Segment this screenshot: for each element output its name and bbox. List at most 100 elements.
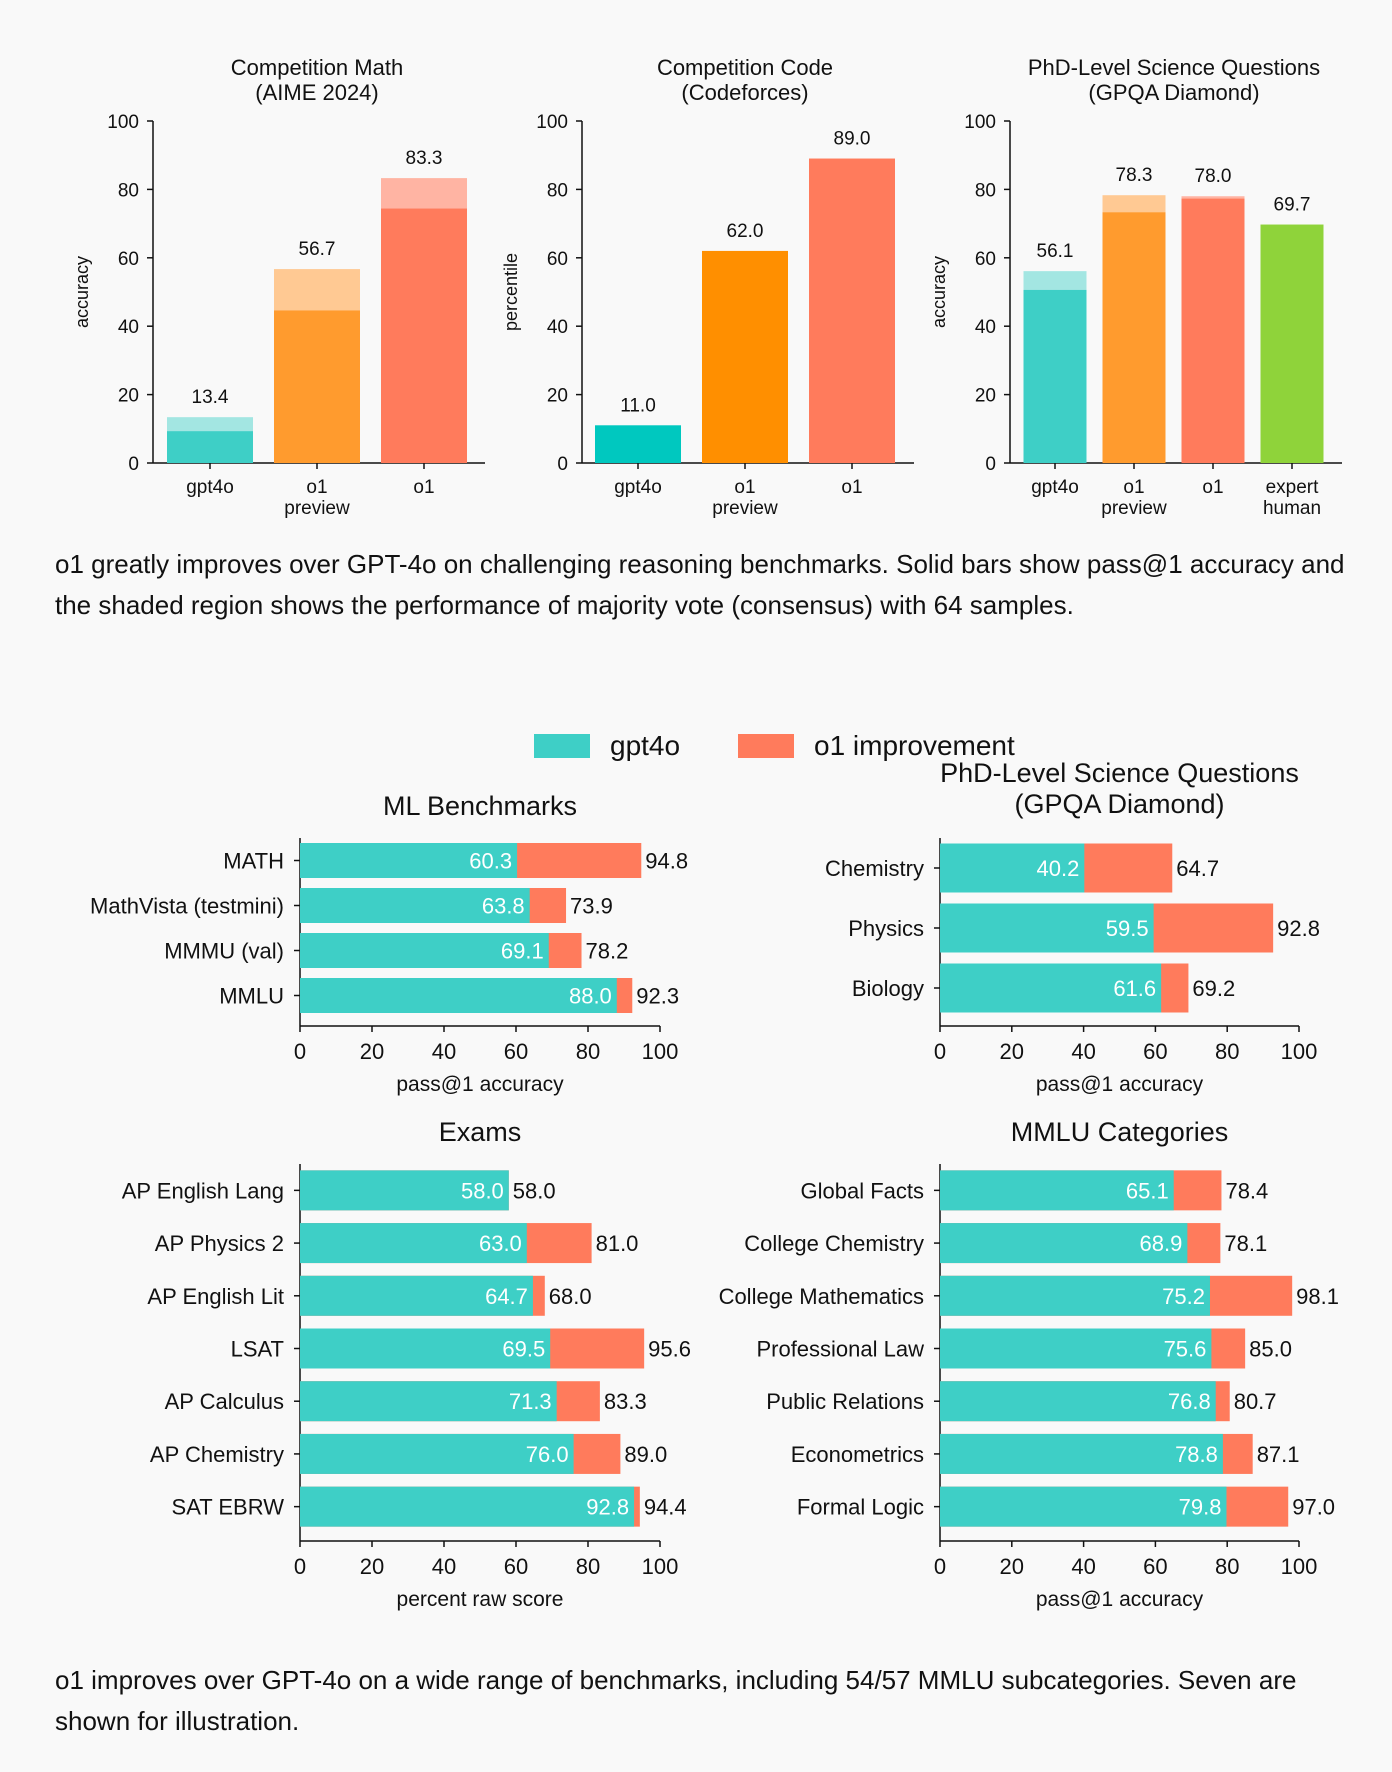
bar-pass1	[1102, 212, 1166, 463]
data-label: 69.7	[1274, 195, 1311, 216]
bar-pass1	[274, 310, 360, 463]
x-tick-label: 60	[1143, 1039, 1167, 1064]
y-tick-label: AP Calculus	[165, 1389, 284, 1414]
y-tick-label: 0	[985, 454, 996, 475]
chart-title: Exams	[439, 1117, 522, 1147]
legend-item-o1: o1 improvement	[738, 726, 1015, 766]
x-tick-label: 100	[642, 1039, 679, 1064]
bar-label-gpt4o: 64.7	[485, 1284, 528, 1309]
bar-pass1	[809, 158, 895, 463]
bar-label-o1: 78.1	[1224, 1231, 1267, 1256]
bar-label-gpt4o: 68.9	[1140, 1231, 1183, 1256]
x-tick-label: preview	[284, 498, 350, 519]
bar-gpt4o	[940, 1381, 1216, 1422]
bar-label-gpt4o: 92.8	[586, 1495, 629, 1520]
bar-label-gpt4o: 59.5	[1106, 916, 1149, 941]
y-tick-label: 20	[547, 386, 568, 407]
data-label: 56.7	[299, 239, 336, 260]
y-tick-label: 20	[975, 386, 996, 407]
chart-title: ML Benchmarks	[383, 791, 577, 821]
chart-title: (GPQA Diamond)	[1088, 80, 1259, 105]
bar-gpt4o	[300, 1486, 635, 1527]
bar-gpt4o	[940, 1328, 1212, 1369]
x-axis-label: pass@1 accuracy	[396, 1073, 564, 1096]
x-tick-label: 40	[432, 1039, 456, 1064]
x-tick-label: o1	[1202, 477, 1223, 498]
x-tick-label: o1	[413, 477, 434, 498]
bar-gpt4o	[940, 1275, 1210, 1316]
bar-label-o1: 68.0	[549, 1284, 592, 1309]
y-tick-label: 80	[118, 180, 139, 201]
x-tick-label: o1	[1123, 477, 1144, 498]
y-tick-label: 0	[557, 454, 568, 475]
chart-title: (Codeforces)	[681, 80, 808, 105]
bar-label-gpt4o: 58.0	[461, 1178, 504, 1203]
bar-gpt4o	[300, 933, 549, 968]
bar-label-gpt4o: 88.0	[569, 984, 612, 1009]
bar-label-gpt4o: 76.0	[526, 1442, 569, 1467]
bar-gpt4o	[300, 1275, 533, 1316]
x-tick-label: o1	[306, 477, 327, 498]
y-tick-label: College Chemistry	[744, 1231, 924, 1256]
bar-label-gpt4o: 63.0	[479, 1231, 522, 1256]
bar-label-o1: 98.1	[1296, 1284, 1339, 1309]
y-tick-label: AP English Lit	[147, 1284, 284, 1309]
legend: gpt4o o1 improvement	[0, 726, 1392, 766]
bar-label-o1: 94.4	[644, 1495, 687, 1520]
y-axis-label: percentile	[501, 253, 521, 331]
y-tick-label: 100	[964, 112, 996, 133]
x-tick-label: gpt4o	[614, 477, 662, 498]
bar-pass1	[167, 431, 253, 463]
y-tick-label: AP Physics 2	[155, 1231, 284, 1256]
data-label: 89.0	[834, 129, 871, 150]
y-tick-label: Chemistry	[825, 856, 924, 881]
bar-label-o1: 92.8	[1277, 916, 1320, 941]
chart-title: (GPQA Diamond)	[1014, 789, 1224, 819]
x-tick-label: 20	[1000, 1554, 1024, 1579]
chart-title: Competition Math	[231, 55, 403, 80]
y-tick-label: AP Chemistry	[150, 1442, 284, 1467]
x-tick-label: 100	[1281, 1039, 1318, 1064]
bar-gpt4o	[300, 843, 518, 878]
bottom-charts: ML Benchmarks 0 20 40 60 80 100 pass@1 accuracy…	[90, 758, 1339, 1611]
x-tick-label: 100	[1281, 1554, 1318, 1579]
y-tick-label: College Mathematics	[719, 1284, 924, 1309]
bar-label-o1: 73.9	[570, 894, 613, 919]
y-tick-label: SAT EBRW	[172, 1495, 285, 1520]
bar-label-gpt4o: 40.2	[1036, 856, 1079, 881]
x-tick-label: 80	[1215, 1039, 1239, 1064]
bar-gpt4o	[300, 1223, 527, 1264]
bar-label-o1: 97.0	[1292, 1495, 1335, 1520]
x-tick-label: expert	[1266, 477, 1320, 498]
x-tick-label: gpt4o	[186, 477, 234, 498]
y-tick-label: Global Facts	[801, 1178, 925, 1203]
y-tick-label: MMMU (val)	[164, 939, 284, 964]
chart-title: MMLU Categories	[1011, 1117, 1229, 1147]
x-axis-label: pass@1 accuracy	[1036, 1588, 1204, 1611]
x-tick-label: 20	[360, 1554, 384, 1579]
x-tick-label: 0	[934, 1554, 946, 1579]
y-tick-label: 80	[547, 180, 568, 201]
data-label: 78.0	[1195, 166, 1232, 187]
bar-gpt4o	[300, 1170, 509, 1211]
x-tick-label: o1	[734, 477, 755, 498]
x-tick-label: 0	[294, 1039, 306, 1064]
chart-exams: Exams 0 20 40 60 80 100 percent raw score 58.0 58…	[122, 1117, 691, 1611]
x-tick-label: 0	[294, 1554, 306, 1579]
x-tick-label: 100	[642, 1554, 679, 1579]
y-tick-label: MMLU	[219, 984, 284, 1009]
bar-label-gpt4o: 75.2	[1162, 1284, 1205, 1309]
bar-label-o1: 92.3	[636, 984, 679, 1009]
y-tick-label: MATH	[223, 849, 284, 874]
y-tick-label: Formal Logic	[797, 1495, 924, 1520]
legend-swatch-gpt4o	[534, 734, 590, 758]
data-label: 13.4	[192, 387, 229, 408]
x-tick-label: 60	[1143, 1554, 1167, 1579]
y-tick-label: 100	[536, 112, 568, 133]
x-tick-label: 80	[1215, 1554, 1239, 1579]
bar-pass1	[1023, 289, 1087, 463]
x-tick-label: 0	[934, 1039, 946, 1064]
y-tick-label: Professional Law	[756, 1337, 924, 1362]
bar-gpt4o	[300, 1328, 551, 1369]
chart-title: PhD-Level Science Questions	[1028, 55, 1320, 80]
